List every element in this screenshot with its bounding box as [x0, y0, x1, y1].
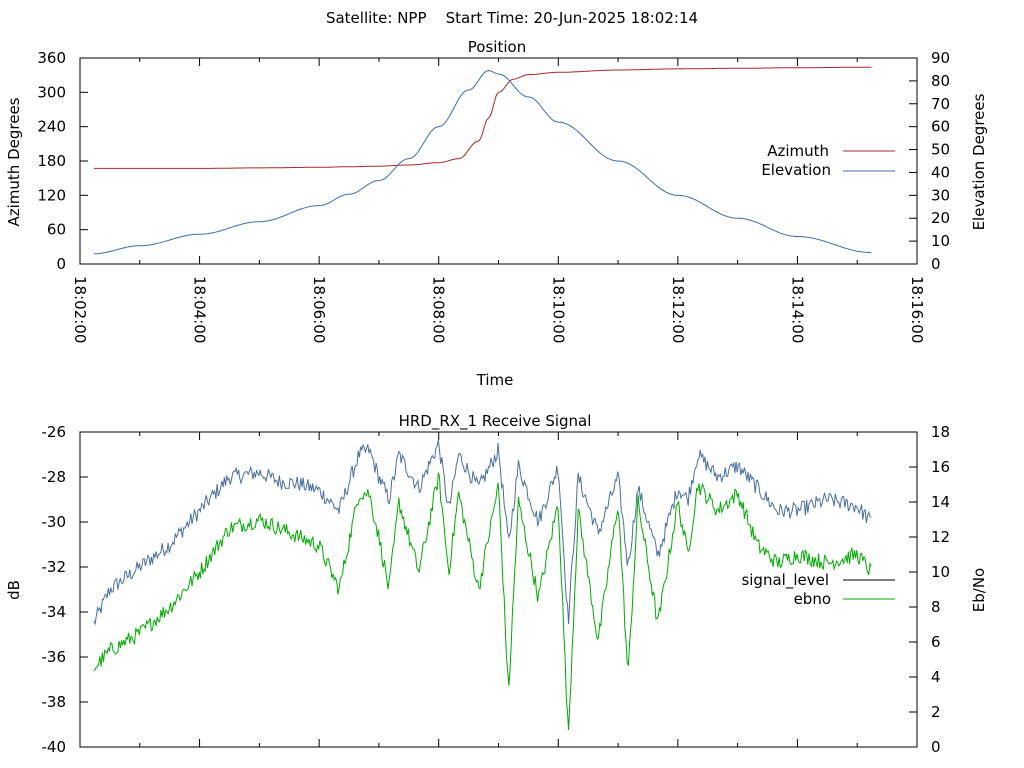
signal-y2-tick-label: 12 — [931, 528, 950, 546]
position-x-tick-label: 18:12:00 — [669, 276, 687, 343]
position-y2-tick-label: 60 — [931, 118, 950, 136]
position-y-tick-label: 60 — [47, 221, 66, 239]
position-x-tick-label: 18:10:00 — [549, 276, 567, 343]
receive-signal-chart: HRD_RX_1 Receive Signal dB Eb/No -40-38-… — [5, 412, 988, 756]
signal-legend: signal_level ebno — [741, 571, 895, 608]
position-ticks: 0 60 120 180 240 300 360 0 10 20 30 40 50 60 70 80 90 18:… — [37, 49, 950, 343]
position-y2-tick-label: 70 — [931, 95, 950, 113]
signal-y-tick-label: -38 — [42, 693, 67, 711]
signal-y-tick-label: -40 — [42, 738, 67, 756]
position-x-tick-label: 18:14:00 — [788, 276, 806, 343]
position-y2-tick-label: 0 — [931, 255, 941, 273]
signal-y2-tick-label: 18 — [931, 423, 950, 441]
position-y2-tick-label: 40 — [931, 163, 950, 181]
position-series — [94, 66, 872, 255]
signal-y-tick-label: -34 — [42, 603, 67, 621]
signal-y-tick-label: -28 — [42, 468, 67, 486]
signal-y2-tick-label: 10 — [931, 563, 950, 581]
position-y2-axis-label: Elevation Degrees — [970, 93, 988, 230]
legend-label-signal-level: signal_level — [741, 571, 829, 590]
position-legend: Azimuth Elevation — [761, 142, 895, 179]
signal-y-tick-label: -36 — [42, 648, 67, 666]
signal-series-line-ebno — [93, 472, 872, 731]
position-y2-tick-label: 80 — [931, 72, 950, 90]
signal-series — [93, 439, 872, 731]
signal-y2-tick-label: 6 — [931, 633, 941, 651]
position-y-tick-label: 360 — [37, 49, 66, 67]
position-y-tick-label: 180 — [37, 152, 66, 170]
position-x-tick-label: 18:02:00 — [71, 276, 89, 343]
position-y2-tick-label: 20 — [931, 209, 950, 227]
legend-label-ebno: ebno — [794, 590, 831, 608]
position-series-line-elevation — [94, 70, 872, 255]
position-y-tick-label: 120 — [37, 186, 66, 204]
position-y2-tick-label: 90 — [931, 49, 950, 67]
legend-label-azimuth: Azimuth — [767, 142, 829, 160]
position-x-tick-label: 18:08:00 — [430, 276, 448, 343]
position-x-tick-label: 18:04:00 — [191, 276, 209, 343]
signal-y-tick-label: -26 — [42, 423, 67, 441]
position-chart: Position Time Azimuth Degrees Elevation … — [5, 38, 988, 389]
signal-plot-frame — [79, 431, 918, 748]
signal-y2-tick-label: 2 — [931, 703, 941, 721]
signal-y-axis-label: dB — [5, 580, 23, 600]
signal-y2-tick-label: 0 — [931, 738, 941, 756]
position-series-line-azimuth — [94, 66, 872, 169]
position-y-tick-label: 240 — [37, 118, 66, 136]
signal-y2-tick-label: 4 — [931, 668, 941, 686]
position-y-tick-label: 0 — [56, 255, 66, 273]
position-y-tick-label: 300 — [37, 83, 66, 101]
signal-y2-tick-label: 8 — [931, 598, 941, 616]
position-chart-title: Position — [468, 38, 526, 56]
position-x-tick-label: 18:16:00 — [908, 276, 926, 343]
signal-series-line-signal-level — [93, 439, 872, 626]
position-y-axis-label: Azimuth Degrees — [5, 97, 23, 226]
signal-y-tick-label: -30 — [42, 513, 67, 531]
signal-chart-title: HRD_RX_1 Receive Signal — [399, 412, 592, 431]
position-x-axis-label: Time — [476, 371, 514, 389]
position-x-tick-label: 18:06:00 — [310, 276, 328, 343]
signal-y2-tick-label: 14 — [931, 493, 950, 511]
signal-y-tick-label: -32 — [42, 558, 67, 576]
position-plot-frame — [79, 57, 918, 265]
position-y2-tick-label: 50 — [931, 141, 950, 159]
signal-y2-tick-label: 16 — [931, 458, 950, 476]
position-y2-tick-label: 30 — [931, 186, 950, 204]
position-y2-tick-label: 10 — [931, 232, 950, 250]
signal-ticks: -40 -38 -36 -34 -32 -30 -28 -26 0 2 4 6 8 10 12 14 16 18 — [42, 423, 951, 756]
page-title: Satellite: NPP Start Time: 20-Jun-2025 1… — [326, 9, 698, 27]
legend-label-elevation: Elevation — [761, 161, 831, 179]
signal-y2-axis-label: Eb/No — [970, 568, 988, 612]
